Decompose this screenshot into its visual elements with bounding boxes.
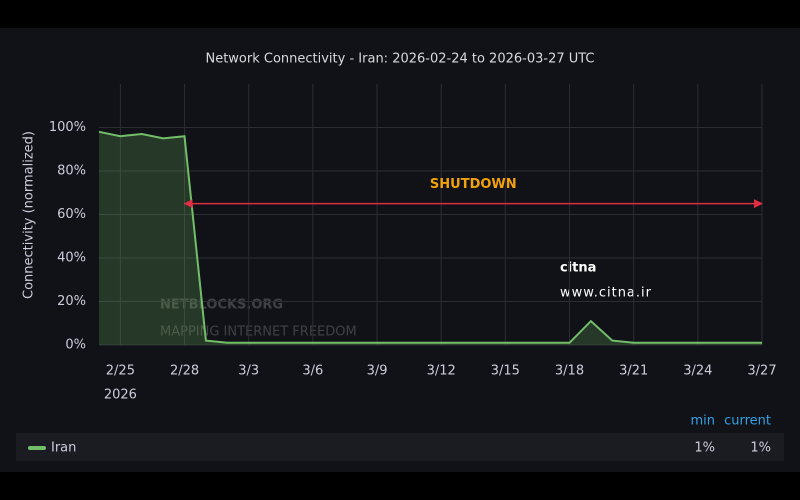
watermark: MAPPING INTERNET FREEDOM xyxy=(160,325,357,340)
y-tick-label: 80% xyxy=(57,164,86,179)
x-tick-label: 2/25 xyxy=(106,364,135,379)
chart-title: Network Connectivity - Iran: 2026-02-24 … xyxy=(205,52,594,67)
x-tick-label: 3/24 xyxy=(683,364,712,379)
watermark: citna xyxy=(560,261,596,276)
annotation-label: SHUTDOWN xyxy=(430,177,517,192)
x-tick-label: 3/27 xyxy=(747,364,776,379)
y-tick-label: 40% xyxy=(57,251,86,266)
x-tick-label: 3/12 xyxy=(427,364,456,379)
y-tick-label: 100% xyxy=(49,120,86,135)
x-year-label: 2026 xyxy=(104,388,137,403)
legend-row xyxy=(16,433,784,461)
x-tick-label: 3/18 xyxy=(555,364,584,379)
watermark: www.citna.ir xyxy=(560,286,652,301)
y-axis-label: Connectivity (normalized) xyxy=(22,131,37,299)
y-tick-label: 0% xyxy=(65,338,86,353)
x-tick-label: 3/21 xyxy=(619,364,648,379)
legend-header[interactable]: min xyxy=(690,414,715,429)
panel xyxy=(0,28,800,472)
x-tick-label: 3/15 xyxy=(491,364,520,379)
legend-label[interactable]: Iran xyxy=(51,441,76,456)
legend-swatch xyxy=(28,446,46,450)
plot xyxy=(99,84,763,346)
x-tick-label: 3/6 xyxy=(302,364,323,379)
legend-value: 1% xyxy=(750,441,771,456)
line xyxy=(98,130,762,344)
x-tick-label: 2/28 xyxy=(170,364,199,379)
y-tick-label: 60% xyxy=(57,207,86,222)
x-tick-label: 3/9 xyxy=(367,364,388,379)
area xyxy=(99,131,762,345)
legend-header[interactable]: current xyxy=(724,414,771,429)
legend-value: 1% xyxy=(694,441,715,456)
y-tick-label: 20% xyxy=(57,294,86,309)
x-tick-label: 3/3 xyxy=(238,364,259,379)
